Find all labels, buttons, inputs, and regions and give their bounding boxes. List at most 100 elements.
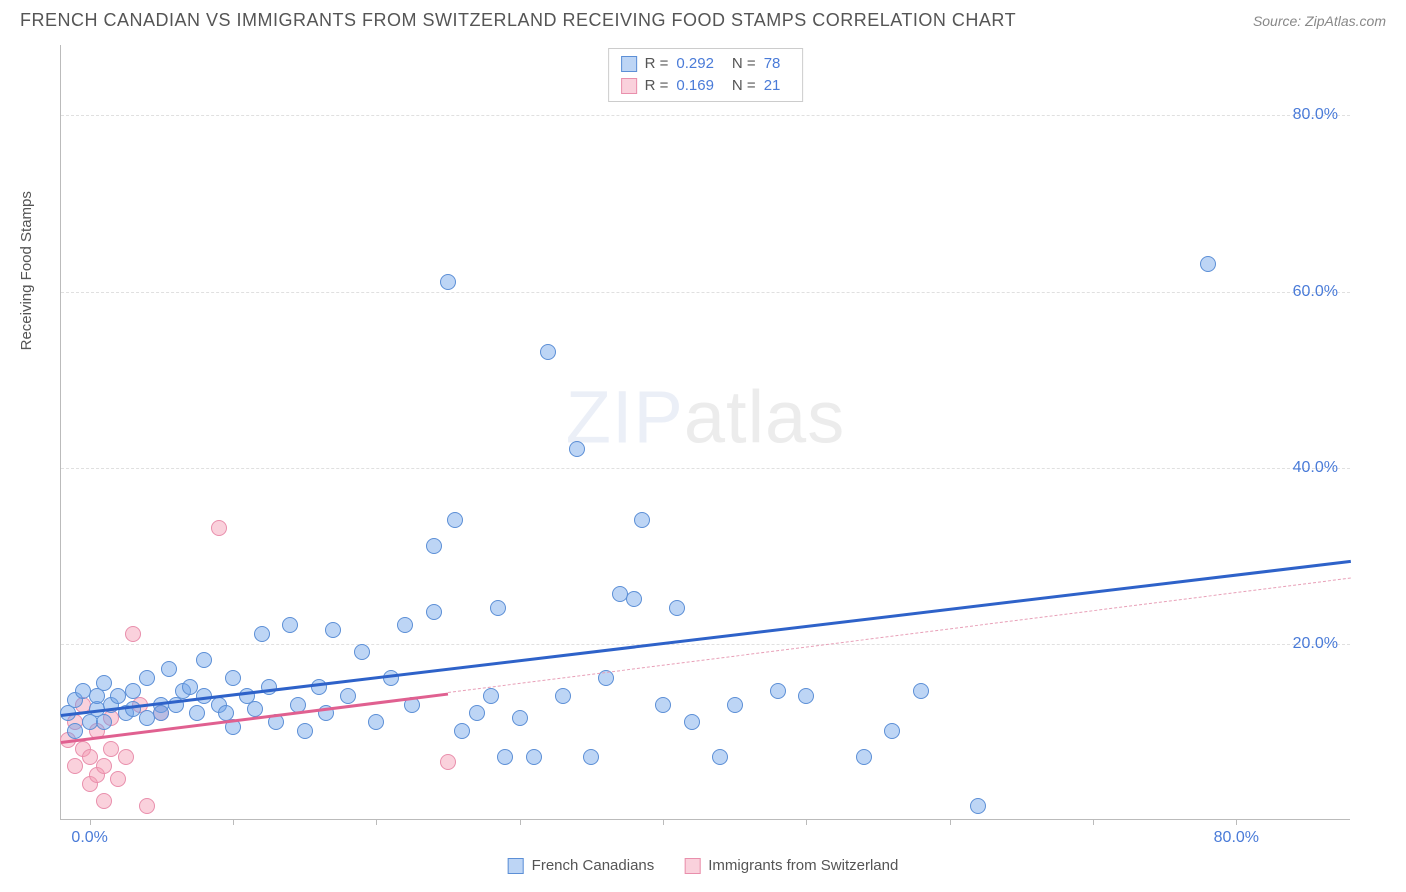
x-tick: [90, 819, 91, 825]
data-point-blue: [634, 512, 650, 528]
legend-stats-row-pink: R = 0.169 N = 21: [621, 75, 791, 97]
data-point-blue: [297, 723, 313, 739]
data-point-blue: [770, 683, 786, 699]
chart-title: FRENCH CANADIAN VS IMMIGRANTS FROM SWITZ…: [20, 10, 1016, 31]
data-point-blue: [311, 679, 327, 695]
data-point-blue: [626, 591, 642, 607]
data-point-pink: [440, 754, 456, 770]
x-tick: [663, 819, 664, 825]
data-point-blue: [913, 683, 929, 699]
data-point-blue: [225, 670, 241, 686]
data-point-blue: [125, 683, 141, 699]
legend-label: French Canadians: [532, 857, 655, 874]
gridline: [61, 644, 1350, 645]
n-value-blue: 78: [764, 53, 781, 75]
data-point-blue: [354, 644, 370, 660]
data-point-blue: [139, 670, 155, 686]
data-point-blue: [161, 661, 177, 677]
data-point-blue: [426, 604, 442, 620]
data-point-blue: [254, 626, 270, 642]
r-label: R =: [645, 53, 669, 75]
data-point-blue: [512, 710, 528, 726]
data-point-pink: [139, 798, 155, 814]
x-tick: [520, 819, 521, 825]
n-label: N =: [732, 53, 756, 75]
gridline: [61, 115, 1350, 116]
legend-stats-row-blue: R = 0.292 N = 78: [621, 53, 791, 75]
source-label: Source: ZipAtlas.com: [1253, 13, 1386, 29]
y-axis-title: Receiving Food Stamps: [18, 191, 35, 350]
data-point-blue: [440, 274, 456, 290]
data-point-blue: [247, 701, 263, 717]
data-point-blue: [526, 749, 542, 765]
data-point-blue: [153, 705, 169, 721]
data-point-blue: [67, 723, 83, 739]
legend-item-blue: French Canadians: [508, 857, 655, 874]
data-point-blue: [684, 714, 700, 730]
data-point-blue: [96, 675, 112, 691]
y-tick-label: 40.0%: [1293, 459, 1338, 477]
x-tick-label-left: 0.0%: [71, 829, 107, 847]
data-point-blue: [426, 538, 442, 554]
data-point-blue: [712, 749, 728, 765]
x-tick: [1093, 819, 1094, 825]
n-label: N =: [732, 75, 756, 97]
data-point-blue: [447, 512, 463, 528]
data-point-blue: [325, 622, 341, 638]
data-point-blue: [555, 688, 571, 704]
x-tick: [233, 819, 234, 825]
y-tick-label: 80.0%: [1293, 106, 1338, 124]
data-point-blue: [196, 652, 212, 668]
gridline: [61, 292, 1350, 293]
data-point-pink: [103, 741, 119, 757]
x-tick: [806, 819, 807, 825]
n-value-pink: 21: [764, 75, 781, 97]
y-tick-label: 20.0%: [1293, 635, 1338, 653]
legend-swatch-icon: [684, 858, 700, 874]
data-point-pink: [96, 793, 112, 809]
watermark-atlas: atlas: [684, 375, 845, 458]
legend-item-pink: Immigrants from Switzerland: [684, 857, 898, 874]
data-point-blue: [490, 600, 506, 616]
data-point-blue: [884, 723, 900, 739]
r-value-pink: 0.169: [676, 75, 714, 97]
data-point-pink: [82, 749, 98, 765]
data-point-blue: [397, 617, 413, 633]
x-tick: [1236, 819, 1237, 825]
data-point-blue: [182, 679, 198, 695]
x-tick: [950, 819, 951, 825]
data-point-blue: [655, 697, 671, 713]
data-point-pink: [110, 771, 126, 787]
data-point-blue: [483, 688, 499, 704]
data-point-blue: [469, 705, 485, 721]
data-point-blue: [583, 749, 599, 765]
data-point-blue: [497, 749, 513, 765]
legend-stats-box: R = 0.292 N = 78 R = 0.169 N = 21: [608, 48, 804, 102]
data-point-blue: [282, 617, 298, 633]
legend-bottom: French Canadians Immigrants from Switzer…: [508, 857, 899, 874]
data-point-pink: [67, 758, 83, 774]
data-point-blue: [856, 749, 872, 765]
data-point-blue: [540, 344, 556, 360]
data-point-pink: [118, 749, 134, 765]
x-tick-label-right: 80.0%: [1214, 829, 1259, 847]
data-point-blue: [368, 714, 384, 730]
data-point-blue: [798, 688, 814, 704]
gridline: [61, 468, 1350, 469]
data-point-blue: [454, 723, 470, 739]
data-point-blue: [189, 705, 205, 721]
data-point-blue: [569, 441, 585, 457]
trendline-pink-dashed: [448, 578, 1351, 693]
data-point-blue: [1200, 256, 1216, 272]
data-point-blue: [96, 714, 112, 730]
data-point-blue: [727, 697, 743, 713]
data-point-pink: [211, 520, 227, 536]
r-label: R =: [645, 75, 669, 97]
x-tick: [376, 819, 377, 825]
legend-swatch-blue: [621, 56, 637, 72]
legend-label: Immigrants from Switzerland: [708, 857, 898, 874]
watermark: ZIPatlas: [566, 374, 845, 459]
data-point-blue: [970, 798, 986, 814]
data-point-pink: [96, 758, 112, 774]
r-value-blue: 0.292: [676, 53, 714, 75]
